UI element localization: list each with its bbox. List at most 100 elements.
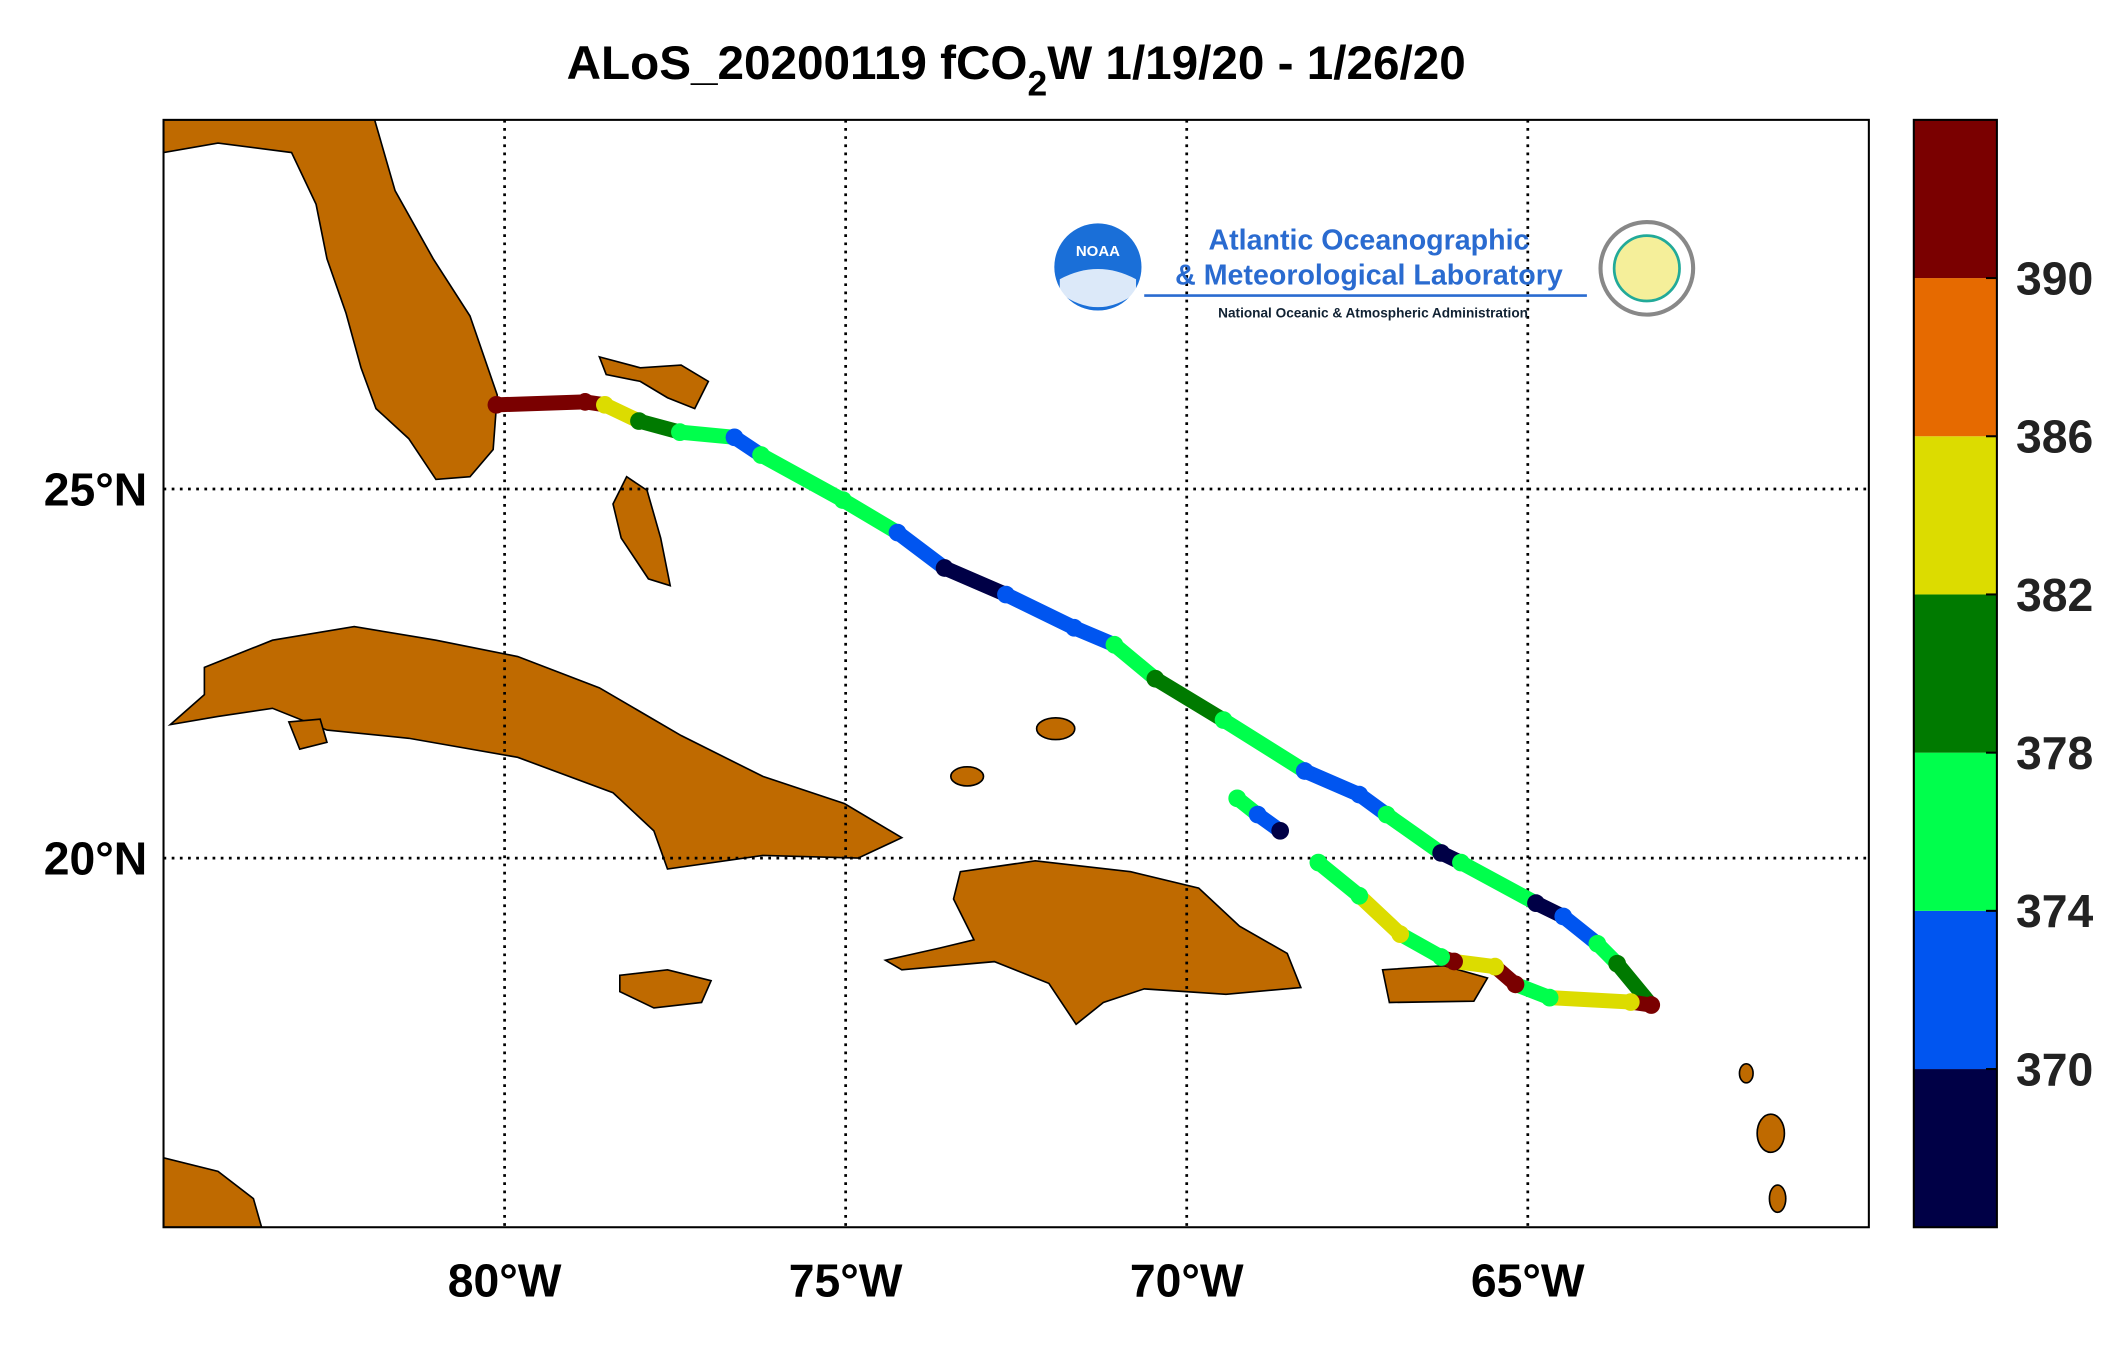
track-point <box>1621 993 1640 1011</box>
logo-line1: Atlantic Oceanographic <box>1208 224 1529 256</box>
colorbar-tick-label: 386 <box>2016 411 2093 463</box>
track-point <box>487 395 506 414</box>
track-point <box>671 423 689 441</box>
track-segment <box>998 587 1082 636</box>
logo-line3: National Oceanic & Atmospheric Administr… <box>1218 305 1528 320</box>
track-point <box>1391 925 1410 944</box>
colorbar-tick-label: 378 <box>2016 727 2093 779</box>
track-point <box>1065 618 1084 637</box>
track-point <box>630 412 648 430</box>
track-point <box>752 446 770 464</box>
track-point <box>1228 789 1247 808</box>
track-point <box>1350 886 1369 905</box>
island <box>1768 1184 1787 1214</box>
title-prefix: ALoS_20200119 fCO <box>567 37 1028 90</box>
track-point <box>1588 934 1607 953</box>
colorbar-tick-label: 374 <box>2016 885 2093 937</box>
florida <box>163 119 499 481</box>
cuba <box>167 625 904 870</box>
track-point <box>1527 894 1545 913</box>
track-point <box>1506 975 1525 994</box>
land <box>163 119 1787 1228</box>
track-point <box>1105 635 1124 654</box>
track-segment <box>1379 807 1449 861</box>
track-point <box>1554 907 1573 926</box>
puerto-rico <box>1381 964 1489 1004</box>
island <box>949 766 985 787</box>
colorbar-tick-label: 390 <box>2016 252 2093 304</box>
grid <box>163 119 1869 1228</box>
colorbar-bin <box>1913 910 1997 1070</box>
yucatan <box>163 1156 263 1228</box>
track-point <box>1309 853 1328 872</box>
colorbar-bin <box>1913 119 1997 279</box>
title-sub: 2 <box>1028 63 1048 103</box>
y-tick-label: 25°N <box>44 463 147 515</box>
track-point <box>888 523 907 542</box>
track-segment <box>1542 990 1639 1010</box>
track-point <box>596 395 614 414</box>
track-segment <box>890 525 953 576</box>
colorbar-frame <box>1912 118 1998 1229</box>
track-point <box>1295 762 1314 780</box>
cuba-isle <box>287 718 328 751</box>
track-point <box>935 559 954 577</box>
track-point <box>1432 844 1451 862</box>
track-point <box>1486 957 1504 976</box>
colorbar-bin <box>1913 752 1997 911</box>
jamaica <box>619 968 713 1009</box>
track-point <box>1350 785 1369 804</box>
track-segment <box>937 560 1014 603</box>
track-point <box>1452 853 1470 872</box>
x-tick-label: 75°W <box>789 1255 903 1307</box>
track-point <box>725 428 744 447</box>
track-segment <box>1147 671 1232 728</box>
track-point <box>1608 954 1627 973</box>
colorbar-bin <box>1913 278 1997 437</box>
track-segment <box>1297 763 1367 803</box>
track-segment <box>1351 888 1408 942</box>
track-point <box>1377 805 1396 824</box>
colorbar-bin <box>1913 594 1997 753</box>
y-tick-label: 20°N <box>44 832 147 884</box>
chart-title: ALoS_20200119 fCO2W 1/19/20 - 1/26/20 <box>567 37 1466 103</box>
track-segment <box>1106 637 1163 687</box>
colorbar: 370 374 378 382 386 390 <box>1912 118 2093 1229</box>
track-point <box>576 393 594 411</box>
bahamas-north <box>598 355 710 410</box>
colorbar-tick-label: 370 <box>2016 1043 2093 1095</box>
logo-badge-text: NOAA <box>1076 243 1120 260</box>
colorbar-bin <box>1913 1069 1997 1228</box>
track-segment <box>835 492 905 541</box>
track-segment <box>488 394 593 413</box>
andros <box>612 475 672 587</box>
track-point <box>1271 821 1290 840</box>
track-point <box>1248 805 1267 824</box>
logo: NOAA Atlantic Oceanographic & Meteorolog… <box>1054 219 1696 320</box>
colorbar-tick-label: 382 <box>2016 569 2093 621</box>
x-tick-label: 80°W <box>448 1255 562 1307</box>
x-tick-label: 70°W <box>1130 1255 1244 1307</box>
x-tick-label: 65°W <box>1471 1255 1585 1307</box>
track-segment <box>753 447 851 508</box>
track-point <box>1642 996 1661 1014</box>
colorbar-bin <box>1913 436 1997 595</box>
track-point <box>997 585 1015 604</box>
track-point <box>1432 948 1451 966</box>
track-point <box>1214 711 1233 729</box>
hispaniola <box>883 860 1303 1026</box>
track-segment <box>672 424 742 445</box>
island <box>1035 717 1076 741</box>
track-segment <box>1453 855 1544 911</box>
track-point <box>834 491 852 509</box>
logo-line2: & Meteorological Laboratory <box>1175 260 1563 292</box>
logo-seal-inner <box>1612 234 1681 303</box>
track-point <box>1146 669 1165 688</box>
island <box>1756 1113 1786 1154</box>
plot-frame <box>162 118 1870 1229</box>
logo-wave <box>1059 269 1137 308</box>
title-suffix: W 1/19/20 - 1/26/20 <box>1047 37 1466 90</box>
track-segment <box>1216 712 1313 779</box>
